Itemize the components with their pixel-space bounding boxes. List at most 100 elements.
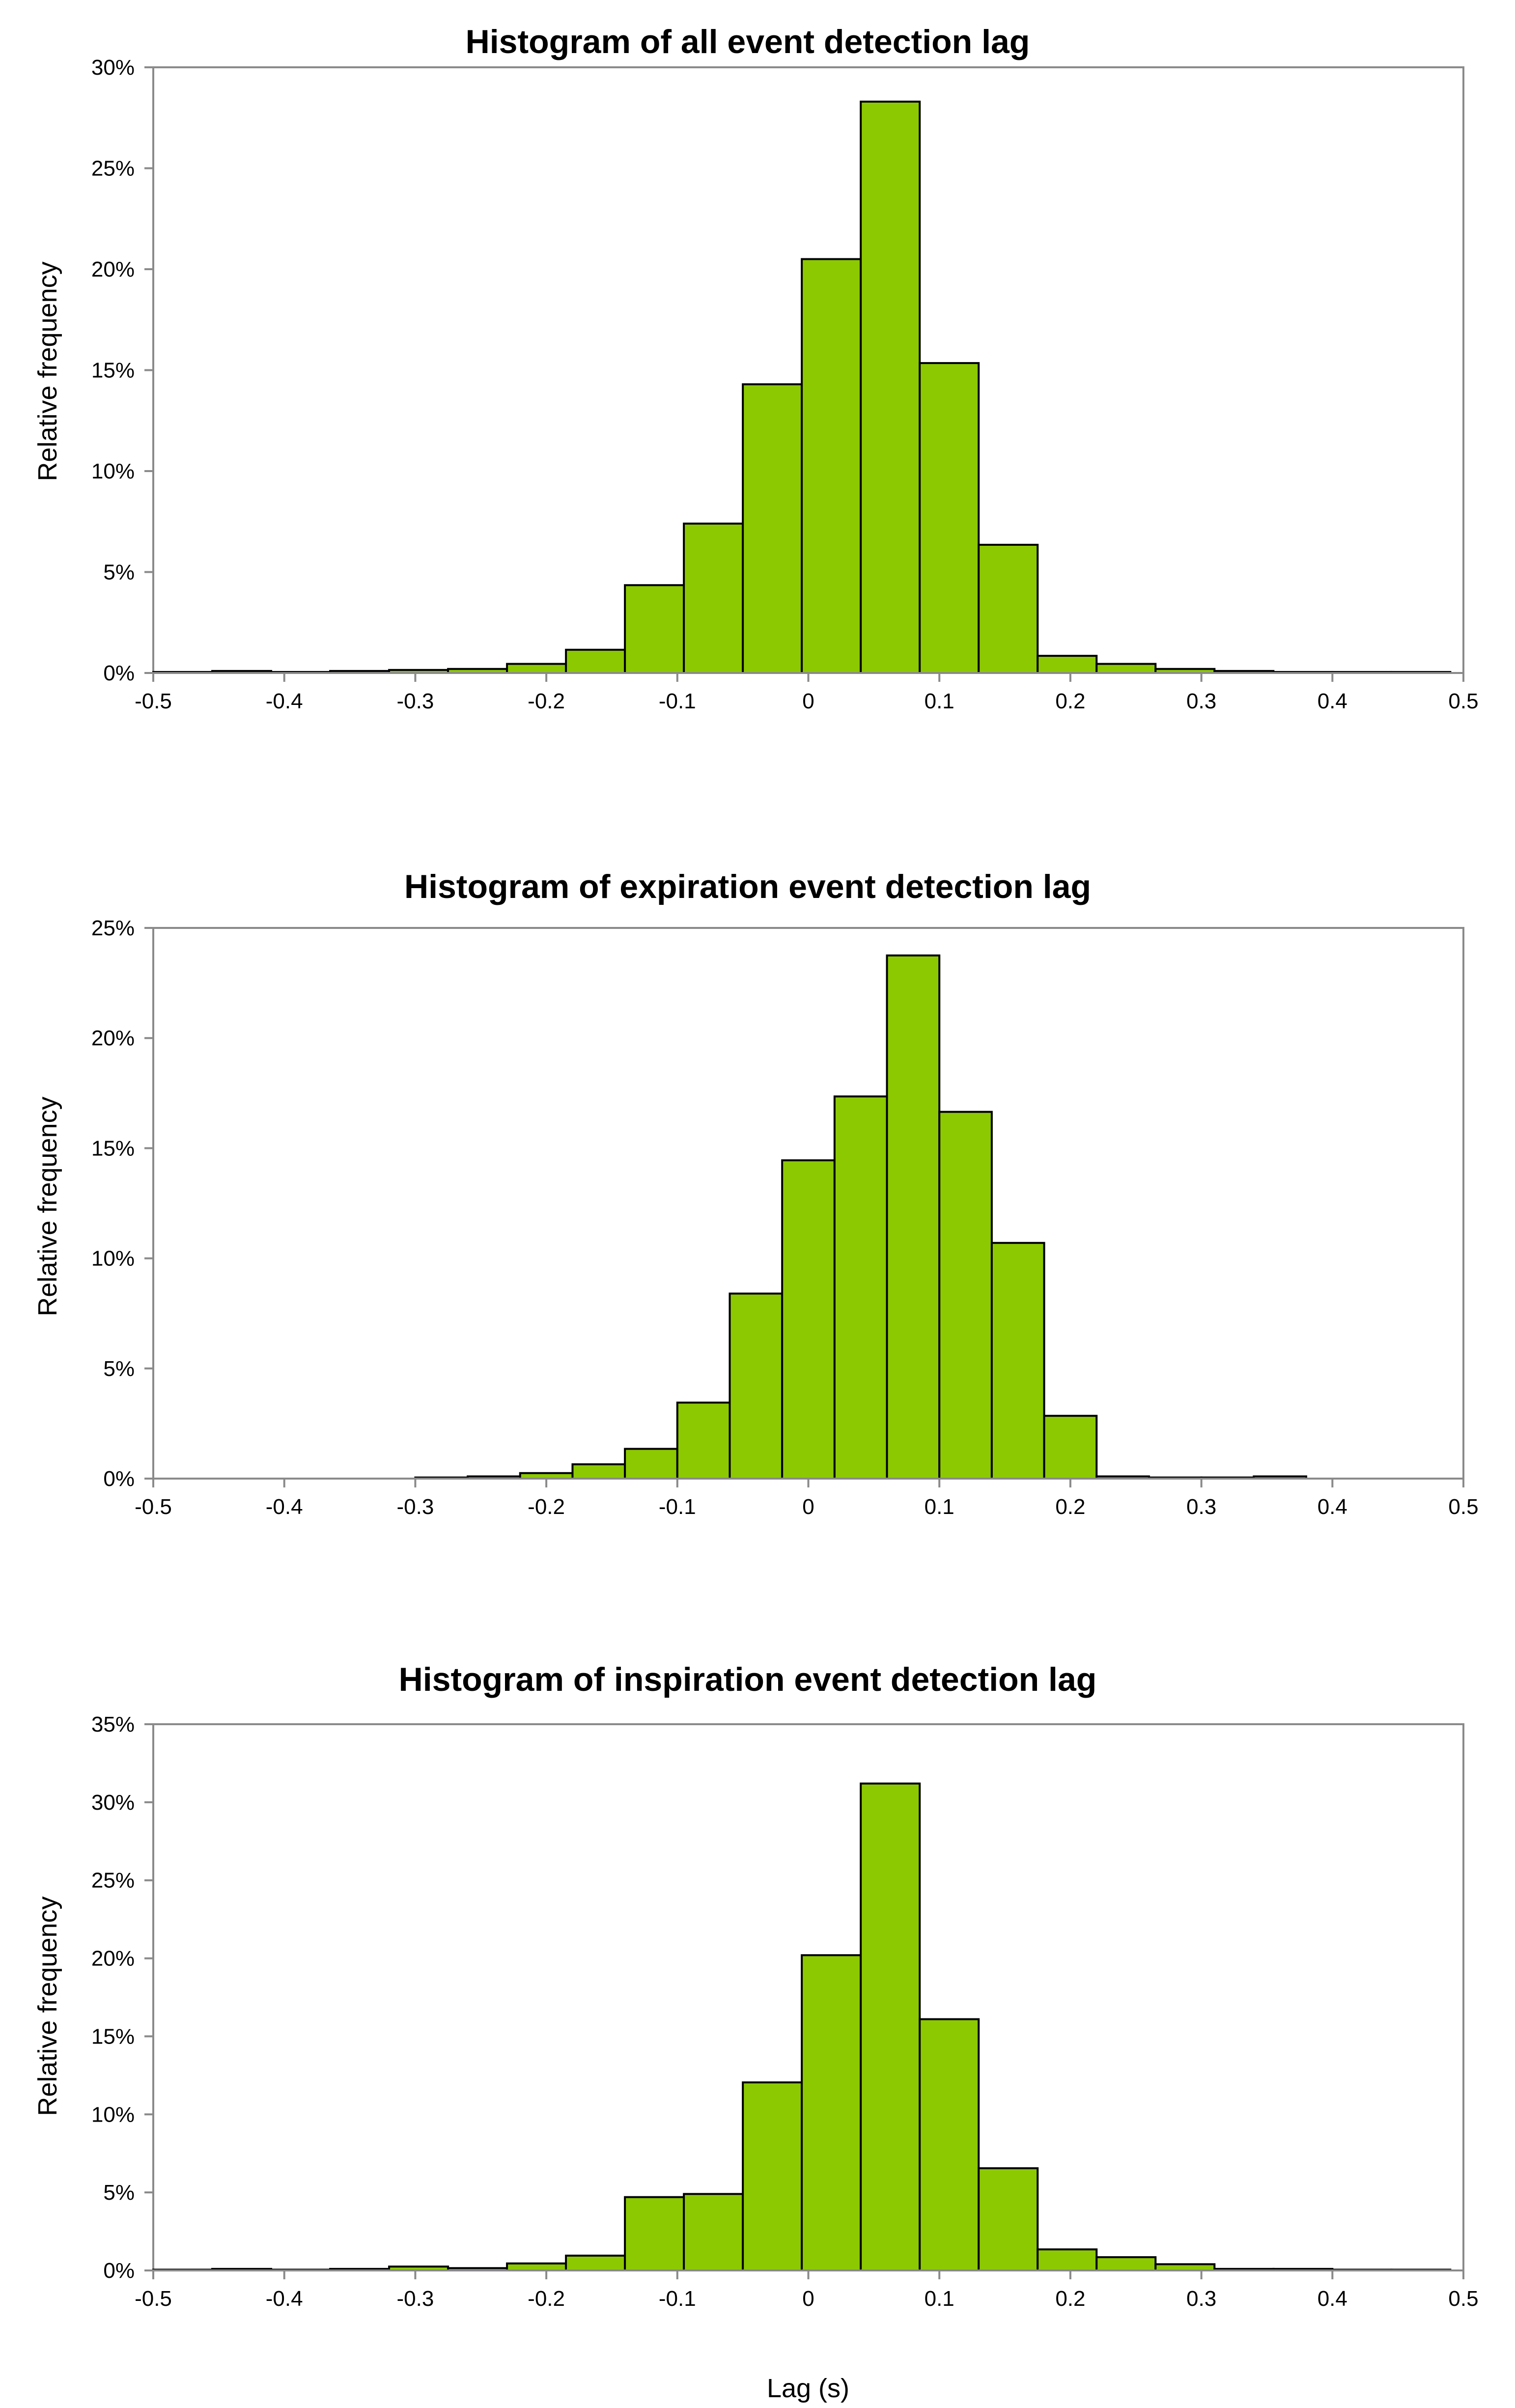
y-tick-label: 35%: [91, 1712, 135, 1736]
chart-title-all: Histogram of all event detection lag: [466, 23, 1030, 60]
plot-area-all: -0.5 -0.4 -0.3 -0.2 -0.1 0 0.1 0.2 0.3 0.4 0.5 0% 5%…: [91, 56, 1479, 713]
panel-expiration-events: Histogram of expiration event detection …: [33, 868, 1479, 1519]
x-tick-label: -0.3: [396, 1495, 434, 1519]
x-tick-label: 0.1: [925, 1495, 954, 1519]
x-tick-label: -0.1: [659, 1495, 696, 1519]
x-axis-label-inspiration: Lag (s): [767, 2374, 849, 2403]
chart-title-inspiration: Histogram of inspiration event detection…: [399, 1661, 1097, 1698]
histogram-bar: [919, 362, 980, 674]
x-tick-label: 0.5: [1448, 689, 1478, 713]
x-tick-label: 0.5: [1448, 1495, 1478, 1519]
x-tick-label: 0.3: [1186, 2287, 1216, 2311]
y-tick-label: 5%: [103, 560, 135, 585]
x-tick-label: -0.2: [528, 1495, 565, 1519]
x-tick-label: 0.3: [1186, 689, 1216, 713]
histogram-bar: [1037, 2248, 1098, 2271]
histogram-bar: [506, 663, 567, 674]
x-tick-label: 0: [802, 2287, 814, 2311]
histogram-bar: [919, 2018, 980, 2271]
histogram-bar: [938, 1111, 993, 1480]
histogram-bar: [978, 544, 1039, 674]
y-tick-label: 0%: [103, 661, 135, 685]
histogram-bar: [978, 2167, 1039, 2271]
histogram-bar: [1043, 1415, 1098, 1480]
x-tick-label: -0.3: [396, 689, 434, 713]
histogram-bar: [801, 258, 862, 674]
histogram-bar: [729, 1292, 784, 1480]
x-tick-label: -0.2: [528, 689, 565, 713]
histogram-bar: [1095, 2256, 1157, 2271]
y-tick-label: 15%: [91, 2024, 135, 2048]
y-tick-label: 5%: [103, 1357, 135, 1381]
x-tick-label: 0: [802, 689, 814, 713]
x-tick-label: -0.5: [135, 1495, 172, 1519]
histogram-bar: [990, 1242, 1045, 1480]
histogram-bar: [624, 1448, 678, 1480]
x-tick-label: -0.1: [659, 689, 696, 713]
x-tick-label: -0.4: [266, 2287, 303, 2311]
histogram-bar: [1095, 663, 1157, 674]
y-tick-label: 10%: [91, 2102, 135, 2127]
histogram-bar: [624, 2196, 685, 2272]
x-tick-label: 0.1: [925, 2287, 954, 2311]
x-tick-label: 0: [802, 1495, 814, 1519]
histogram-bar: [624, 584, 685, 674]
histogram-bar: [506, 2262, 567, 2271]
histogram-bar: [1037, 655, 1098, 674]
y-tick-label: 25%: [91, 157, 135, 181]
histogram-bar: [742, 2081, 803, 2271]
x-tick-label: 0.2: [1055, 1495, 1085, 1519]
y-tick-label: 25%: [91, 1869, 135, 1893]
x-tick-label: 0.2: [1055, 2287, 1085, 2311]
x-tick-label: 0.3: [1186, 1495, 1216, 1519]
histogram-bar: [683, 2193, 744, 2271]
y-tick-label: 10%: [91, 459, 135, 483]
histogram-bar: [886, 954, 941, 1480]
panel-all-events: Histogram of all event detection lag Rel…: [33, 23, 1479, 713]
x-tick-label: -0.4: [266, 1495, 303, 1519]
histogram-bar: [801, 1954, 862, 2271]
x-tick-label: -0.5: [135, 689, 172, 713]
y-tick-label: 20%: [91, 257, 135, 281]
histogram-bar: [683, 522, 744, 674]
y-tick-label: 0%: [103, 1467, 135, 1491]
y-tick-label: 5%: [103, 2181, 135, 2205]
histogram-bar: [742, 383, 803, 674]
plot-area-inspiration: -0.5 -0.4 -0.3 -0.2 -0.1 0 0.1 0.2 0.3 0.4 0.5 0% 5%…: [91, 1712, 1479, 2311]
y-axis-label-all: Relative frequency: [33, 261, 62, 481]
y-axis-label-inspiration: Relative frequency: [33, 1896, 62, 2116]
plot-area-expiration: -0.5 -0.4 -0.3 -0.2 -0.1 0 0.1 0.2 0.3 0.4 0.5 0% 5%…: [91, 916, 1479, 1519]
histogram-bar: [565, 2254, 626, 2272]
x-tick-label: 0.2: [1055, 689, 1085, 713]
x-tick-label: -0.1: [659, 2287, 696, 2311]
x-tick-label: 0.5: [1448, 2287, 1478, 2311]
histogram-bar: [833, 1095, 888, 1480]
y-tick-label: 10%: [91, 1247, 135, 1271]
histogram-bar: [676, 1401, 731, 1480]
y-axis-label-expiration: Relative frequency: [33, 1096, 62, 1316]
y-tick-label: 25%: [91, 916, 135, 940]
panel-inspiration-events: Histogram of inspiration event detection…: [33, 1661, 1479, 2403]
y-tick-label: 15%: [91, 1136, 135, 1160]
histogram-bar: [781, 1159, 836, 1480]
y-tick-label: 20%: [91, 1947, 135, 1971]
x-tick-label: -0.4: [266, 689, 303, 713]
x-tick-label: 0.1: [925, 689, 954, 713]
histogram-bar: [860, 100, 921, 674]
x-tick-label: -0.2: [528, 2287, 565, 2311]
y-tick-label: 30%: [91, 1791, 135, 1815]
x-tick-label: 0.4: [1318, 2287, 1347, 2311]
y-tick-label: 20%: [91, 1026, 135, 1050]
histogram-bar: [565, 648, 626, 674]
y-tick-label: 15%: [91, 359, 135, 383]
histogram-bar: [571, 1463, 626, 1480]
chart-title-expiration: Histogram of expiration event detection …: [404, 868, 1091, 905]
x-tick-label: -0.5: [135, 2287, 172, 2311]
x-tick-label: 0.4: [1318, 689, 1347, 713]
histogram-bar: [860, 1782, 921, 2271]
x-tick-label: 0.4: [1318, 1495, 1347, 1519]
x-tick-label: -0.3: [396, 2287, 434, 2311]
y-tick-label: 0%: [103, 2259, 135, 2283]
y-tick-label: 30%: [91, 56, 135, 80]
